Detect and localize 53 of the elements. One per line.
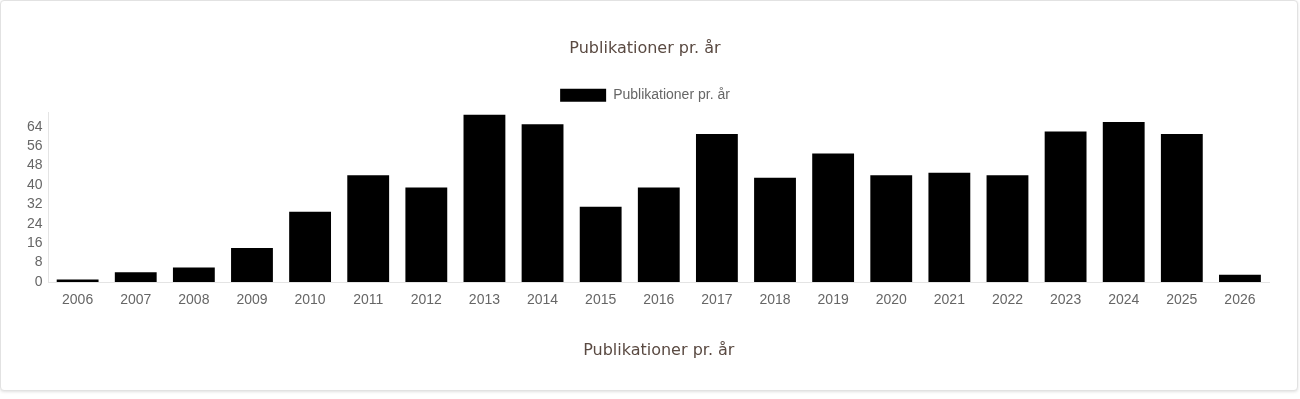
x-tick-label: 2020 — [875, 291, 908, 308]
chart-title: Publikationer pr. år — [569, 37, 722, 57]
bar — [1160, 134, 1203, 282]
x-tick-label: 2021 — [933, 291, 966, 308]
bar — [1044, 131, 1087, 282]
bar — [289, 211, 332, 282]
x-tick-label: 2015 — [585, 291, 617, 308]
bar — [986, 175, 1029, 282]
x-tick-label: 2017 — [701, 291, 733, 308]
x-tick-label: 2016 — [643, 291, 675, 308]
x-tick-label: 2013 — [468, 291, 501, 308]
y-tick-label: 48 — [26, 156, 43, 173]
x-tick-label: 2024 — [1108, 291, 1140, 308]
bar — [579, 206, 622, 282]
x-tick-label: 2006 — [62, 291, 94, 308]
bar — [114, 272, 157, 282]
x-tick-label: 2026 — [1224, 291, 1256, 308]
bar — [637, 187, 680, 282]
x-tick-label: 2023 — [1050, 291, 1082, 308]
x-tick-label: 2010 — [294, 291, 326, 308]
bar — [870, 175, 913, 282]
y-tick-label: 8 — [34, 253, 43, 270]
bar — [928, 172, 971, 282]
y-tick-label: 0 — [34, 272, 43, 289]
bar — [521, 124, 564, 282]
x-tick-label: 2022 — [991, 291, 1024, 308]
x-tick-label: 2019 — [817, 291, 849, 308]
bar — [231, 248, 273, 282]
bar — [812, 153, 855, 282]
x-tick-label: 2012 — [410, 291, 443, 308]
bar — [1102, 121, 1145, 282]
x-axis-title: Publikationer pr. år — [583, 339, 735, 359]
bar — [754, 177, 796, 282]
x-tick-label: 2018 — [759, 291, 791, 308]
y-tick-label: 64 — [26, 117, 43, 134]
x-tick-label: 2007 — [120, 291, 152, 308]
x-tick-label: 2025 — [1166, 291, 1198, 308]
bar — [172, 267, 215, 282]
bar — [347, 175, 390, 282]
y-tick-label: 56 — [26, 137, 43, 154]
y-tick-label: 16 — [26, 234, 43, 251]
x-tick-label: 2014 — [526, 291, 559, 308]
x-tick-label: 2008 — [178, 291, 210, 308]
bar — [695, 134, 738, 282]
bar — [463, 114, 506, 282]
x-tick-label: 2009 — [236, 291, 268, 308]
x-tick-label: 2011 — [353, 291, 384, 308]
bar — [405, 187, 448, 282]
bar — [1219, 274, 1261, 282]
y-tick-label: 40 — [26, 175, 43, 192]
y-tick-label: 32 — [26, 195, 43, 212]
legend-label: Publikationer pr. år — [613, 86, 731, 103]
y-tick-label: 24 — [26, 214, 43, 231]
